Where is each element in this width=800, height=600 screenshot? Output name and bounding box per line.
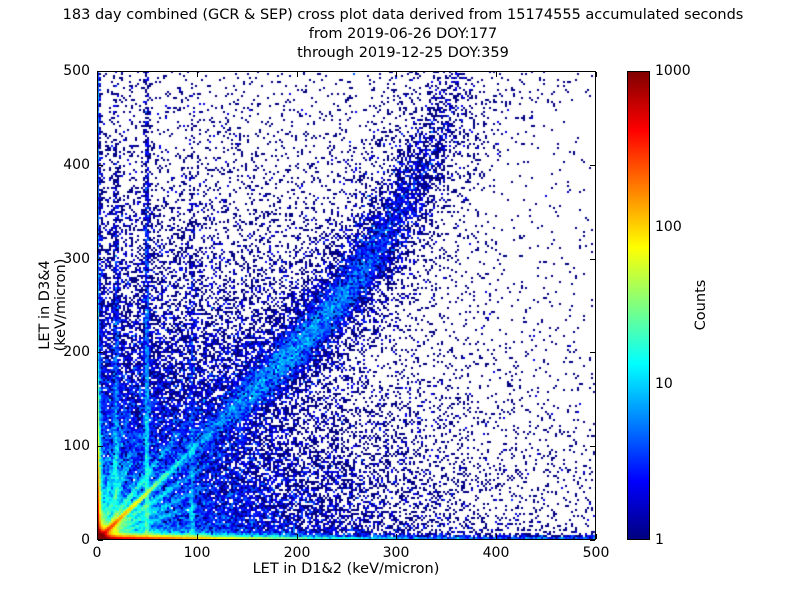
y-tick-label-300: 300 — [63, 251, 90, 267]
x-tick-mark-top-300 — [396, 72, 397, 77]
x-tick-label-300: 300 — [382, 545, 410, 561]
colorbar-gradient — [627, 71, 650, 540]
y-tick-mark-right-200 — [590, 352, 595, 353]
title-line-2: from 2019-06-26 DOY:177 — [308, 26, 498, 42]
y-tick-mark-300 — [98, 259, 103, 260]
x-tick-mark-top-100 — [197, 72, 198, 77]
x-tick-mark-top-200 — [297, 72, 298, 77]
y-tick-label-400: 400 — [63, 157, 90, 173]
plot-title: 183 day combined (GCR & SEP) cross plot … — [3, 6, 800, 63]
y-tick-label-0: 0 — [81, 532, 90, 548]
x-axis-label: LET in D1&2 (keV/micron) — [252, 561, 440, 577]
x-tick-label-100: 100 — [183, 545, 211, 561]
x-tick-label-200: 200 — [283, 545, 311, 561]
colorbar-tick-label-10: 10 — [655, 376, 673, 392]
x-tick-mark-top-400 — [496, 72, 497, 77]
title-line-3: through 2019-12-25 DOY:359 — [297, 45, 509, 61]
x-tick-mark-top-500 — [596, 72, 597, 77]
title-line-1: 183 day combined (GCR & SEP) cross plot … — [62, 7, 744, 23]
y-tick-mark-500 — [98, 71, 103, 72]
colorbar-tick-label-1000: 1000 — [655, 63, 691, 79]
colorbar-tick-label-1: 1 — [655, 532, 664, 548]
y-tick-label-100: 100 — [63, 438, 90, 454]
y-tick-mark-400 — [98, 165, 103, 166]
y-tick-label-200: 200 — [63, 344, 90, 360]
x-tick-label-0: 0 — [92, 545, 102, 561]
x-tick-mark-300 — [396, 534, 397, 539]
colorbar-label: Counts — [693, 279, 709, 331]
y-tick-mark-200 — [98, 352, 103, 353]
y-tick-mark-right-300 — [590, 259, 595, 260]
x-tick-mark-100 — [197, 534, 198, 539]
colorbar-tick-label-100: 100 — [655, 219, 682, 235]
y-tick-mark-100 — [98, 446, 103, 447]
x-tick-label-400: 400 — [482, 545, 510, 561]
y-tick-mark-right-100 — [590, 446, 595, 447]
x-tick-mark-top-0 — [97, 72, 98, 77]
x-tick-label-500: 500 — [582, 545, 610, 561]
x-tick-mark-400 — [496, 534, 497, 539]
y-tick-mark-right-400 — [590, 165, 595, 166]
x-tick-mark-200 — [297, 534, 298, 539]
y-tick-mark-right-0 — [590, 540, 595, 541]
x-tick-mark-500 — [596, 534, 597, 539]
x-tick-mark-0 — [97, 534, 98, 539]
y-tick-mark-right-500 — [590, 71, 595, 72]
y-tick-label-500: 500 — [63, 63, 90, 79]
y-tick-mark-0 — [98, 540, 103, 541]
y-axis-label: LET in D3&4 (keV/micron) — [37, 258, 69, 352]
scatter-density-canvas — [97, 71, 596, 540]
